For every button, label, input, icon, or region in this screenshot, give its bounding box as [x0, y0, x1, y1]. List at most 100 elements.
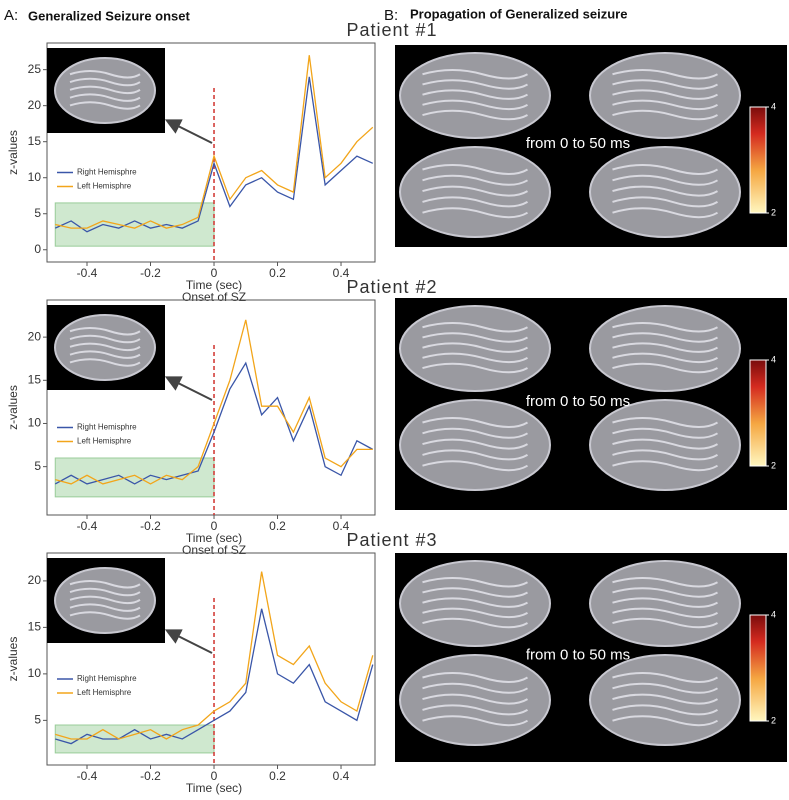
sulcus — [69, 350, 141, 359]
y-tick-label: 5 — [34, 459, 41, 473]
brain-image — [54, 314, 156, 381]
sulcus — [612, 417, 719, 428]
sulcus — [612, 715, 719, 727]
sulcus — [69, 85, 141, 95]
brain-image — [589, 399, 741, 491]
chart-title: Patient #2 — [346, 277, 437, 297]
y-tick-label: 15 — [28, 134, 42, 148]
x-tick-label: -0.4 — [77, 266, 98, 280]
sulcus — [612, 196, 719, 208]
sulcus — [422, 69, 528, 80]
sulcus — [612, 617, 718, 629]
y-tick-label: 10 — [28, 416, 42, 430]
x-tick-label: 0 — [211, 769, 218, 783]
sulcus — [422, 322, 528, 333]
panel-title: Generalized Seizure onset — [28, 8, 191, 23]
sulcus — [422, 164, 529, 175]
sulcus — [422, 174, 529, 186]
brain-image — [589, 654, 741, 746]
inset-arrow — [164, 629, 213, 654]
sulcus — [422, 99, 528, 111]
sulcus — [422, 332, 528, 343]
sulcus — [612, 682, 719, 694]
legend-label: Left Hemisphre — [77, 437, 132, 446]
colorbar-tick-label: 2 — [771, 460, 776, 470]
colorbar-tick-label: 2 — [771, 715, 776, 725]
sulcus — [422, 617, 528, 629]
y-axis-label: z-values — [6, 130, 20, 175]
sulcus — [612, 577, 718, 588]
sulcus — [422, 693, 529, 705]
x-tick-label: -0.2 — [140, 519, 161, 533]
sulcus — [422, 587, 528, 598]
x-tick-label: 0 — [211, 519, 218, 533]
y-tick-label: 15 — [28, 372, 42, 386]
plot-frame — [46, 299, 376, 516]
sulcus — [422, 449, 529, 461]
x-tick-label: -0.2 — [140, 266, 161, 280]
sulcus — [69, 77, 141, 87]
brain-image — [589, 305, 741, 392]
brain-caption: from 0 to 50 ms — [526, 393, 630, 410]
x-tick-label: 0 — [211, 266, 218, 280]
sulcus — [612, 587, 718, 598]
brain-caption: from 0 to 50 ms — [526, 646, 630, 663]
brain-image — [399, 52, 551, 139]
colorbar-tick-label: 2 — [771, 207, 776, 217]
colorbar-tick-label: 4 — [771, 609, 776, 619]
sulcus — [422, 109, 528, 121]
series-line — [55, 571, 374, 740]
x-tick-label: 0.4 — [333, 769, 350, 783]
sulcus — [422, 89, 528, 100]
panel-letter: A: — [4, 7, 18, 24]
x-tick-label: 0.4 — [333, 519, 350, 533]
legend-label: Right Hemisphre — [77, 168, 137, 177]
sulcus — [69, 327, 141, 336]
sulcus — [69, 70, 141, 79]
sulcus — [422, 185, 529, 197]
chart-title: Patient #1 — [346, 20, 437, 40]
colorbar — [749, 359, 767, 467]
sulcus — [612, 362, 718, 374]
x-tick-label: 0.2 — [269, 266, 286, 280]
sulcus — [422, 417, 529, 428]
panel-title: Propagation of Generalized seizure — [410, 6, 627, 21]
y-tick-label: 5 — [34, 206, 41, 220]
sulcus — [612, 607, 718, 619]
brain-image — [54, 57, 156, 124]
sulcus — [612, 460, 719, 472]
sulcus — [612, 352, 718, 364]
annotation: Onset of SZ — [182, 290, 246, 304]
series-line — [55, 608, 374, 745]
y-tick-label: 15 — [28, 620, 42, 634]
x-axis-label: Time (sec) — [186, 278, 242, 292]
panel-letter: B: — [384, 7, 398, 24]
plot-frame — [46, 42, 376, 263]
x-tick-label: -0.2 — [140, 769, 161, 783]
sulcus — [69, 342, 141, 352]
baseline-region — [54, 202, 215, 247]
sulcus — [422, 196, 529, 208]
sulcus — [422, 672, 529, 683]
sulcus — [422, 438, 529, 450]
sulcus — [612, 597, 718, 608]
brain-image — [589, 560, 741, 647]
y-tick-label: 20 — [28, 573, 42, 587]
y-tick-label: 0 — [34, 242, 41, 256]
y-tick-label: 20 — [28, 329, 42, 343]
annotation: Onset of SZ — [182, 543, 246, 557]
y-tick-label: 5 — [34, 713, 41, 727]
sulcus — [612, 342, 718, 353]
sulcus — [612, 672, 719, 683]
x-axis-label: Time (sec) — [186, 531, 242, 545]
sulcus — [612, 89, 718, 100]
sulcus — [612, 704, 719, 716]
sulcus — [612, 69, 718, 80]
colorbar — [749, 614, 767, 722]
sulcus — [69, 358, 141, 367]
brain-image — [399, 560, 551, 647]
legend-label: Left Hemisphre — [77, 688, 132, 697]
y-axis-label: z-values — [6, 637, 20, 682]
plot-frame — [46, 552, 376, 766]
